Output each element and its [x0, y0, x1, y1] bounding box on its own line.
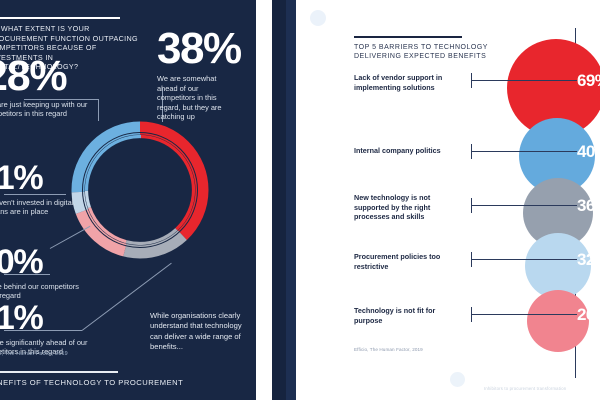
bar-line-2: [471, 151, 577, 153]
right-top-rule: [354, 36, 462, 38]
stat-41-value: 41%: [0, 159, 44, 197]
panel-divider-strip-b: [286, 0, 296, 400]
left-panel: TO WHAT EXTENT IS YOUR PROCUREMENT FUNCT…: [0, 0, 256, 400]
leader-line-11-h: [4, 330, 82, 331]
stat-41: 41% We haven't invested in digital, but …: [0, 159, 86, 217]
bar-label-4: Procurement policies too restrictive: [354, 252, 441, 271]
left-question-title: TO WHAT EXTENT IS YOUR PROCUREMENT FUNCT…: [0, 24, 138, 72]
left-source-credit: Efficio, The Human Factor, 2019: [0, 351, 68, 357]
donut-divider-ring: [82, 132, 198, 248]
bar-label-3: New technology is not supported by the r…: [354, 193, 431, 222]
bar-line-1: [471, 80, 577, 82]
donut-seg-28: [71, 121, 209, 259]
bar-line-4: [471, 259, 577, 261]
leader-line-28-h: [24, 99, 98, 100]
bar-value-4: 32%: [577, 250, 600, 269]
stat-28-value: 28%: [0, 52, 68, 100]
stat-20: 20% We are behind our competitors in thi…: [0, 243, 86, 301]
bar-line-3: [471, 205, 577, 207]
bar-value-5: 26%: [577, 305, 600, 324]
stat-38: 38% We are somewhat ahead of our competi…: [157, 24, 253, 122]
stat-11: 11% We are significantly ahead of our co…: [0, 299, 88, 357]
right-footnote: Inhibitors to procurement transformation: [484, 386, 567, 391]
donut-inner-11: [84, 134, 196, 246]
right-panel: TOP 5 BARRIERS TO TECHNOLOGY DELIVERING …: [296, 0, 600, 400]
bar-label-2: Internal company politics: [354, 146, 441, 155]
stat-11-label: We are significantly ahead of our compet…: [0, 338, 88, 357]
left-footer-rule: [0, 371, 118, 373]
bar-line-5: [471, 314, 577, 316]
bar-label-5: Technology is not fit for purpose: [354, 306, 436, 325]
left-narrative-text: While organisations clearly understand t…: [150, 311, 242, 352]
donut-seg-11: [71, 121, 209, 259]
bar-value-1: 69%: [577, 71, 600, 90]
stat-41-label: We haven't invested in digital, but plan…: [0, 198, 76, 217]
stat-11-value: 11%: [0, 299, 44, 337]
donut-inner-28: [84, 134, 196, 246]
left-footer-title: BENEFITS OF TECHNOLOGY TO PROCUREMENT: [0, 378, 184, 387]
leader-line-38-v: [162, 88, 163, 122]
leader-line-20-h: [4, 274, 50, 275]
bubble-26: [527, 290, 589, 352]
right-source-credit: Efficio, The Human Factor, 2019: [354, 347, 423, 352]
bubble-32: [525, 233, 591, 299]
decorative-dot-top: [310, 10, 326, 26]
leader-line-41-h: [4, 194, 66, 195]
decorative-dot-bottom: [450, 372, 465, 387]
bar-value-2: 40%: [577, 142, 600, 161]
stat-20-label: We are behind our competitors in this re…: [0, 282, 79, 301]
panel-divider-strip-a: [272, 0, 286, 400]
leader-line-28-v: [98, 99, 99, 121]
left-top-rule: [0, 17, 120, 19]
stat-38-value: 38%: [157, 24, 242, 73]
donut-svg: [71, 121, 209, 259]
stat-28-label: We are just keeping up with our competit…: [0, 100, 88, 119]
stat-38-label: We are somewhat ahead of our competitors…: [157, 74, 222, 122]
stat-20-value: 20%: [0, 243, 44, 281]
bar-value-3: 36%: [577, 196, 600, 215]
bar-label-1: Lack of vendor support in implementing s…: [354, 73, 443, 92]
right-heading: TOP 5 BARRIERS TO TECHNOLOGY DELIVERING …: [354, 44, 488, 61]
donut-chart: [56, 104, 224, 276]
stat-28: 28% We are just keeping up with our comp…: [0, 52, 102, 119]
